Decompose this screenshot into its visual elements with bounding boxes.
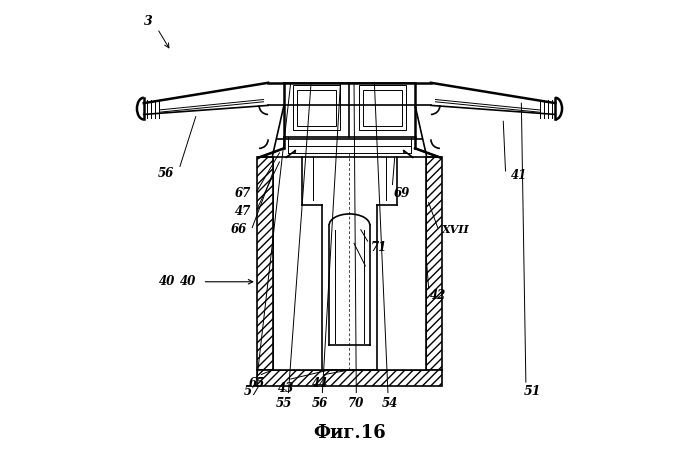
Text: 44: 44 [312,377,329,390]
Text: 40: 40 [159,275,175,288]
Text: 65: 65 [249,377,265,390]
Text: 51: 51 [524,385,542,398]
Text: 71: 71 [370,241,387,254]
Text: 42: 42 [430,289,446,302]
Text: 43: 43 [278,382,294,394]
Bar [363,90,401,126]
Text: 55: 55 [276,397,292,410]
Text: 47: 47 [235,205,252,218]
Bar [257,157,273,370]
Bar [426,157,442,370]
Text: 40: 40 [180,275,196,288]
Text: 41: 41 [511,169,527,182]
Text: 67: 67 [235,187,252,200]
Text: Фиг.16: Фиг.16 [313,424,386,442]
Text: 57: 57 [244,385,261,398]
Bar [298,90,336,126]
Text: 56: 56 [312,397,329,410]
Text: 66: 66 [231,223,247,236]
Bar [359,85,406,130]
Text: XVII: XVII [442,224,470,235]
Text: 56: 56 [158,167,175,180]
Bar [293,85,340,130]
Bar [257,370,442,386]
Text: 70: 70 [348,397,364,410]
Text: 69: 69 [394,187,410,200]
Text: 3: 3 [144,15,152,28]
Text: 54: 54 [382,397,398,410]
